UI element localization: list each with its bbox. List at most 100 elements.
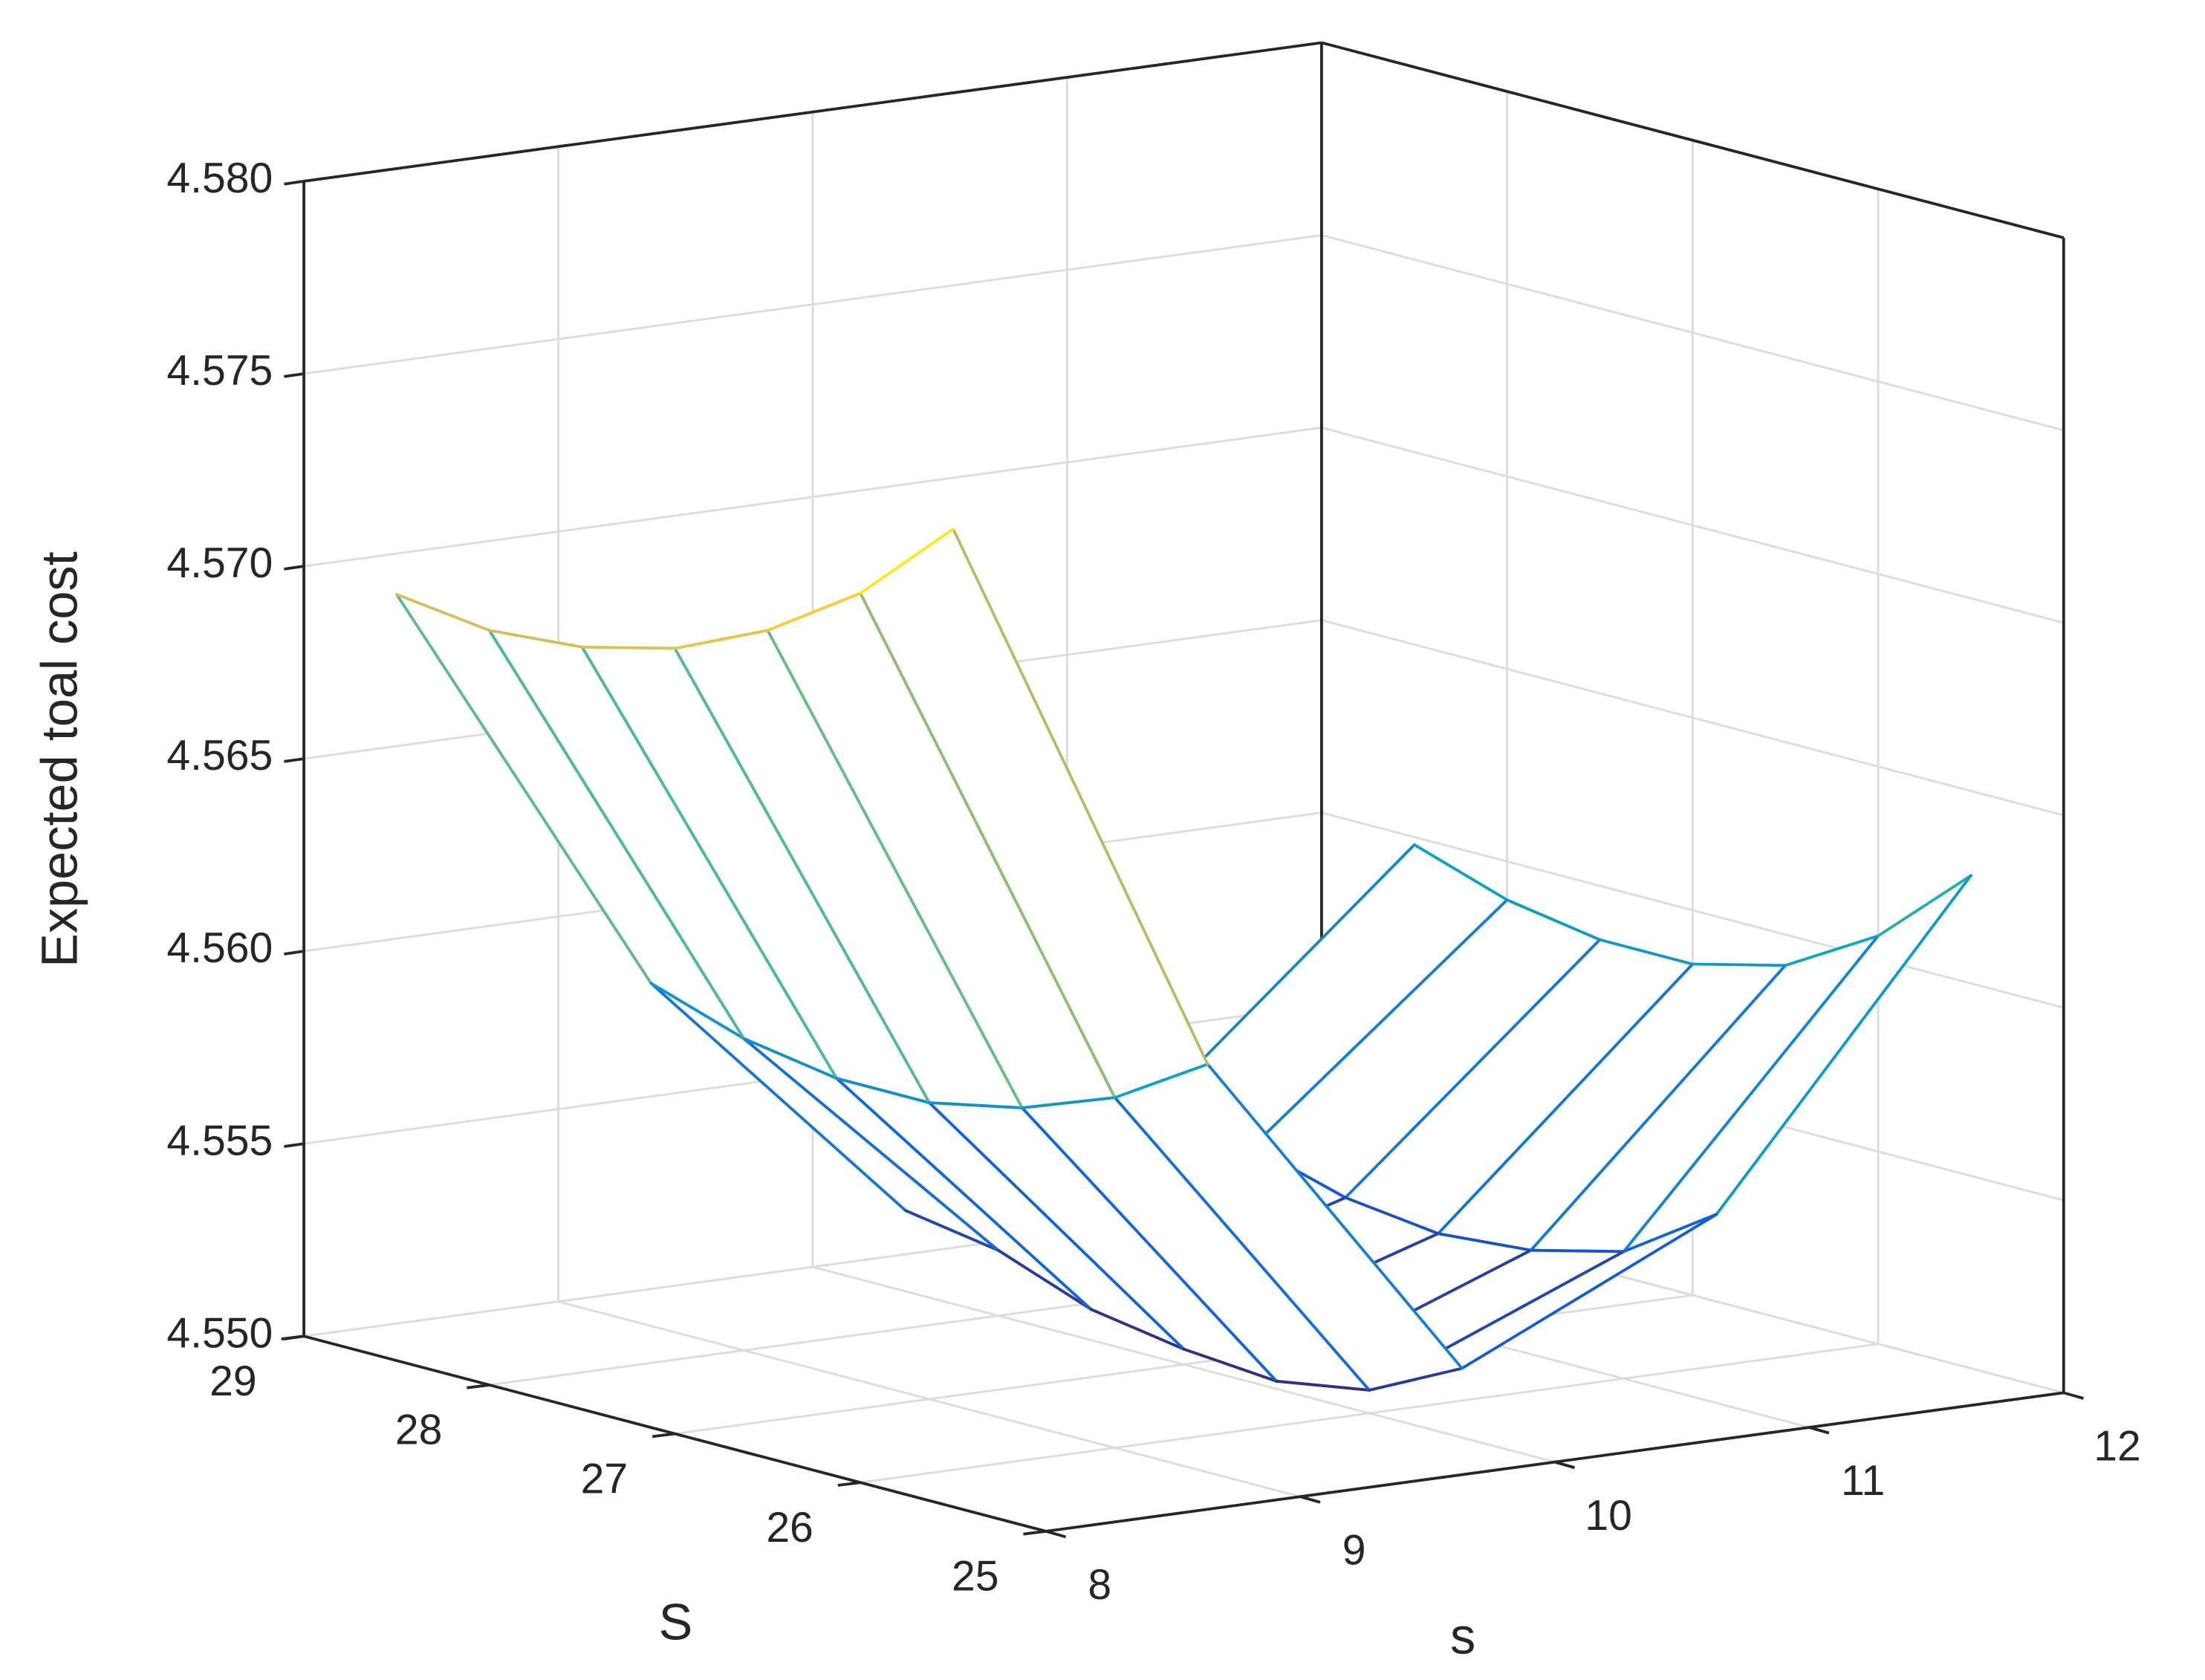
grid-line: [1321, 427, 2065, 624]
mesh-edge: [928, 1101, 1024, 1109]
x-tick-label: 11: [1841, 1457, 1885, 1505]
axis-line: [1321, 41, 2065, 239]
mesh-face: [651, 983, 998, 1251]
x-tick-label: 10: [1585, 1492, 1631, 1540]
mesh-edge: [395, 593, 491, 632]
mesh-edge: [1344, 1196, 1440, 1236]
mesh-edge: [649, 982, 746, 1040]
grid-line: [303, 234, 1322, 375]
mesh-edge: [1251, 898, 1509, 1148]
mesh-edge: [649, 982, 907, 1212]
mesh-edge: [1715, 874, 1972, 1216]
mesh-edge: [1461, 1213, 1718, 1370]
x-axis-label: s: [1450, 1607, 1475, 1664]
z-tick-label: 4.575: [166, 347, 273, 395]
mesh-face: [675, 630, 1022, 1108]
mesh-edge: [742, 1037, 838, 1080]
mesh-face: [1623, 875, 1971, 1252]
mesh-edge: [487, 629, 746, 1040]
mesh-face: [582, 646, 929, 1103]
y-tick: [837, 1481, 861, 1487]
mesh-edge: [1529, 1248, 1626, 1253]
grid-line: [1321, 619, 2065, 817]
x-tick-label: 12: [2094, 1423, 2140, 1470]
z-tick-label: 4.560: [166, 924, 273, 972]
x-tick-label: 8: [1088, 1561, 1111, 1609]
y-tick: [652, 1432, 675, 1439]
mesh-edge: [1691, 962, 1787, 967]
mesh-edge: [928, 1101, 1186, 1351]
y-tick-label: 28: [395, 1407, 442, 1454]
mesh-face: [1253, 900, 1600, 1198]
x-tick-label: 9: [1342, 1526, 1366, 1574]
z-tick: [284, 950, 305, 956]
mesh-face: [860, 528, 1208, 1098]
grid-line: [1321, 811, 2065, 1009]
mesh-face: [929, 1103, 1277, 1381]
axis-line: [303, 41, 1322, 183]
mesh-face: [1114, 1064, 1462, 1390]
x-tick: [1045, 1530, 1067, 1539]
mesh-edge: [1598, 938, 1695, 966]
z-tick: [284, 180, 305, 186]
mesh-edge: [1436, 962, 1695, 1236]
mesh-edge: [673, 646, 931, 1104]
y-tick: [281, 1334, 305, 1340]
grid-line: [303, 427, 1322, 568]
mesh-edge: [1275, 1379, 1371, 1392]
mesh-face: [1438, 964, 1786, 1251]
mesh-edge: [580, 645, 677, 650]
z-tick-label: 4.550: [166, 1309, 273, 1357]
y-tick-label: 27: [581, 1455, 628, 1502]
y-tick: [1023, 1529, 1047, 1536]
mesh-edge: [952, 528, 1209, 1066]
mesh-edge: [859, 591, 1117, 1100]
y-tick-label: 26: [766, 1504, 813, 1551]
mesh-edge: [766, 591, 863, 632]
mesh-edge: [1436, 1232, 1533, 1252]
mesh-edge: [1877, 874, 1972, 938]
z-tick: [284, 565, 305, 571]
mesh-face: [837, 1078, 1184, 1349]
mesh-edge: [1182, 1347, 1279, 1383]
mesh-edge: [1412, 843, 1509, 902]
x-tick: [2063, 1391, 2084, 1400]
x-tick: [1554, 1460, 1575, 1470]
z-tick: [284, 372, 305, 378]
x-tick: [1299, 1495, 1321, 1504]
mesh-edge: [1529, 964, 1787, 1252]
mesh-edge: [395, 593, 653, 985]
mesh-face: [1022, 1097, 1370, 1390]
x-tick: [1808, 1426, 1830, 1435]
mesh-face: [744, 1038, 1091, 1310]
z-tick-label: 4.580: [166, 155, 273, 202]
mesh-edge: [1622, 934, 1880, 1253]
mesh-edge: [1505, 898, 1602, 941]
mesh-edge: [766, 629, 1024, 1109]
mesh-edge: [835, 1077, 1093, 1311]
mesh-edge: [1344, 938, 1602, 1199]
mesh-edge: [1020, 1106, 1279, 1383]
mesh-face: [1369, 1214, 1717, 1390]
y-axis-label: S: [659, 1593, 693, 1650]
mesh-face: [396, 594, 744, 1039]
mesh-edge: [487, 629, 584, 649]
z-tick: [284, 757, 305, 763]
z-axis-label: Expected toal cost: [31, 551, 88, 967]
mesh-edge: [835, 1077, 931, 1104]
mesh-face: [767, 593, 1115, 1108]
mesh-edge: [580, 645, 838, 1080]
mesh-edge: [742, 1037, 1000, 1252]
mesh-edge: [673, 629, 770, 650]
mesh-edge: [996, 1248, 1093, 1311]
mesh-edge: [1206, 1063, 1464, 1370]
mesh-edge: [903, 1209, 1000, 1252]
mesh-face: [1160, 844, 1507, 1147]
grid-line: [1321, 234, 2065, 432]
mesh-edge: [859, 528, 955, 595]
z-tick-label: 4.555: [166, 1117, 273, 1164]
mesh-face: [1530, 935, 1879, 1252]
y-tick-label: 25: [952, 1553, 998, 1600]
mesh-edge: [1113, 1063, 1209, 1100]
